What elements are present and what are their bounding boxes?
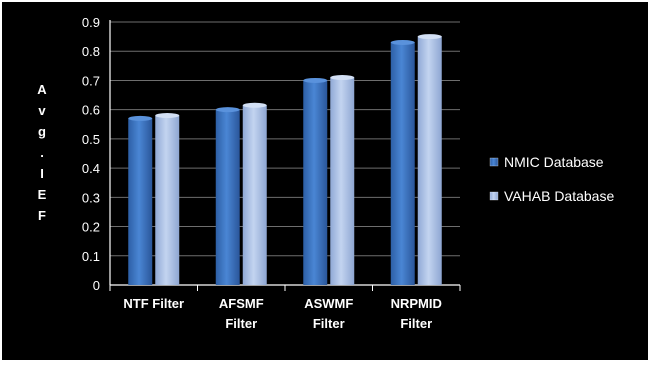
bar-cap bbox=[303, 77, 328, 83]
y-tick-label: 0.2 bbox=[82, 220, 100, 235]
y-tick-label: 0.7 bbox=[82, 73, 100, 88]
x-tick-label: AFSMF bbox=[219, 296, 264, 311]
y-axis-label-char: F bbox=[38, 208, 46, 223]
y-tick-label: 0.6 bbox=[82, 103, 100, 118]
bar-cap bbox=[417, 34, 442, 40]
y-axis-label-char: . bbox=[40, 145, 44, 160]
bar-cap bbox=[242, 102, 267, 108]
bar-vahab-0 bbox=[155, 115, 180, 285]
y-axis-label-char: v bbox=[38, 103, 46, 118]
y-tick-labels: 0 0.1 0.2 0.3 0.4 0.5 0.6 0.7 0.8 0.9 bbox=[82, 15, 100, 293]
y-axis-label-char: E bbox=[38, 187, 47, 202]
bar-cap bbox=[128, 115, 153, 121]
bar-chart: 0 0.1 0.2 0.3 0.4 0.5 0.6 0.7 0.8 0.9 Avg. IEF NTF… bbox=[37, 15, 614, 331]
y-tick-label: 0.3 bbox=[82, 190, 100, 205]
bars bbox=[128, 34, 442, 286]
legend-label: VAHAB Database bbox=[504, 188, 614, 204]
y-tick-label: 0.5 bbox=[82, 132, 100, 147]
bar-nmic-0 bbox=[128, 118, 153, 285]
x-tick-label: Filter bbox=[225, 316, 257, 331]
y-axis-label-char: A bbox=[37, 82, 47, 97]
x-tick-label: NTF Filter bbox=[123, 296, 184, 311]
bar-vahab-3 bbox=[417, 36, 442, 285]
bar-cap bbox=[390, 39, 415, 45]
x-tick-label: NRPMID bbox=[391, 296, 442, 311]
legend: NMIC Database VAHAB Database bbox=[489, 154, 614, 204]
bar-vahab-1 bbox=[242, 105, 267, 286]
y-axis-label: Avg. IEF bbox=[37, 82, 47, 223]
y-tick-label: 0 bbox=[93, 278, 100, 293]
legend-swatch bbox=[489, 191, 499, 201]
y-axis-label-char: I bbox=[40, 166, 44, 181]
bar-nmic-1 bbox=[215, 109, 240, 286]
legend-label: NMIC Database bbox=[504, 154, 604, 170]
x-tick-labels: NTF Filter AFSMF Filter ASWMF Filter NRPMID Fi… bbox=[123, 296, 441, 331]
legend-swatch bbox=[489, 157, 499, 167]
x-tick-label: ASWMF bbox=[304, 296, 353, 311]
bar-nmic-3 bbox=[390, 42, 415, 286]
x-tick-label: Filter bbox=[400, 316, 432, 331]
y-tick-label: 0.4 bbox=[82, 161, 100, 176]
bar-cap bbox=[330, 75, 355, 81]
y-tick-label: 0.1 bbox=[82, 249, 100, 264]
y-tick-label: 0.9 bbox=[82, 15, 100, 30]
bar-cap bbox=[155, 113, 180, 119]
x-tick-label: Filter bbox=[313, 316, 345, 331]
bar-cap bbox=[215, 107, 240, 113]
y-axis-label-char: g bbox=[38, 124, 46, 139]
y-tick-label: 0.8 bbox=[82, 44, 100, 59]
bar-nmic-2 bbox=[303, 80, 328, 285]
bar-vahab-2 bbox=[330, 77, 355, 286]
